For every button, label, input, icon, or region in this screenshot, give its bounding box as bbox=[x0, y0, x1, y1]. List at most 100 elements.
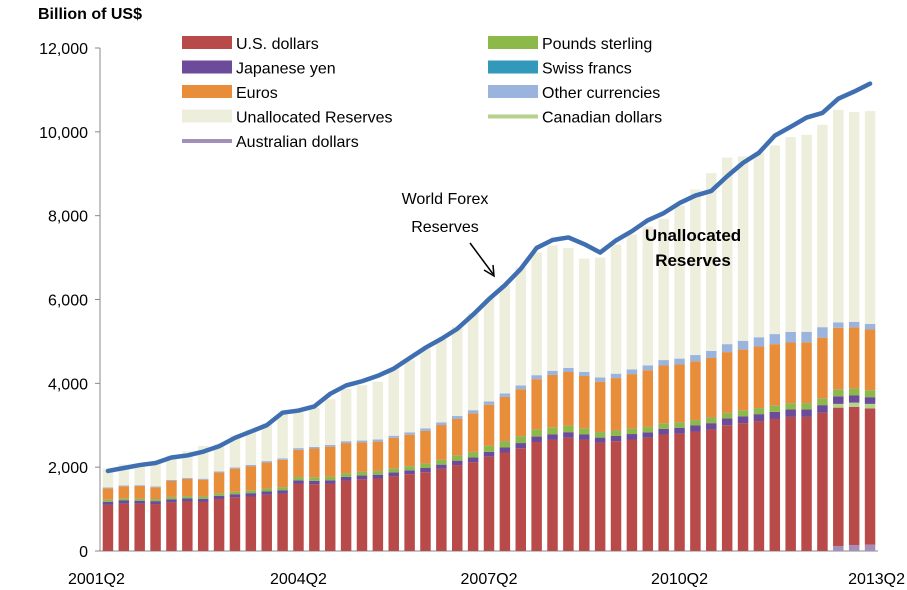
bar-segment-pounds-sterling bbox=[356, 471, 368, 476]
bar-segment-unallocated-reserves bbox=[134, 463, 145, 486]
bar-segment-other-currencies bbox=[769, 334, 781, 345]
y-tick-label: 8,000 bbox=[48, 209, 88, 226]
bar-segment-euros bbox=[721, 352, 733, 413]
bar-segment-unallocated-reserves bbox=[261, 423, 272, 462]
bar-segment-u-s-dollars bbox=[690, 431, 701, 551]
bar-segment-japanese-yen bbox=[245, 493, 257, 497]
bar-segment-japanese-yen bbox=[547, 434, 558, 440]
bar-segment-japanese-yen bbox=[356, 475, 368, 480]
legend-label-pounds-sterling: Pounds sterling bbox=[542, 36, 652, 53]
bar-segment-euros bbox=[817, 337, 828, 399]
bar-segment-pounds-sterling bbox=[833, 389, 844, 397]
bar-segment-unallocated-reserves bbox=[594, 257, 606, 378]
bar-segment-u-s-dollars bbox=[118, 503, 130, 551]
bar-segment-pounds-sterling bbox=[610, 430, 622, 436]
unit-label: Billion of US$ bbox=[38, 6, 142, 23]
bar-segment-unallocated-reserves bbox=[293, 412, 304, 449]
bar-segment-japanese-yen bbox=[452, 460, 463, 466]
bar-segment-unallocated-reserves bbox=[547, 245, 558, 371]
bar-segment-euros bbox=[642, 370, 654, 427]
bar-segment-pounds-sterling bbox=[737, 410, 749, 417]
bar-segment-other-currencies bbox=[245, 464, 257, 467]
bar-segment-other-currencies bbox=[436, 422, 447, 426]
bar-segment-pounds-sterling bbox=[563, 425, 574, 433]
bar-segment-other-currencies bbox=[356, 440, 368, 443]
bar-segment-pounds-sterling bbox=[801, 403, 812, 410]
bar-segment-pounds-sterling bbox=[642, 427, 654, 433]
bar-segment-u-s-dollars bbox=[467, 462, 479, 551]
bar-segment-pounds-sterling bbox=[182, 496, 193, 499]
bar-segment-japanese-yen bbox=[515, 443, 526, 449]
bar-segment-japanese-yen bbox=[706, 423, 717, 430]
bar-segment-pounds-sterling bbox=[197, 496, 209, 499]
chart-annotations: World Forex Reserves Unallocated Reserves bbox=[402, 191, 741, 278]
bar-segment-other-currencies bbox=[531, 375, 542, 380]
bar-segment-u-s-dollars bbox=[801, 416, 812, 551]
bar-segment-other-currencies bbox=[182, 477, 193, 479]
bar-segment-pounds-sterling bbox=[721, 413, 733, 419]
bar-segment-japanese-yen bbox=[309, 480, 320, 485]
bar-segment-japanese-yen bbox=[563, 432, 574, 438]
bar-segment-other-currencies bbox=[610, 373, 622, 379]
bar-segment-euros bbox=[610, 378, 622, 431]
bar-segment-euros bbox=[483, 404, 495, 446]
legend-label-canadian-dollars: Canadian dollars bbox=[542, 110, 662, 127]
bar-segment-japanese-yen bbox=[864, 397, 876, 404]
legend-swatch-unallocated-reserves bbox=[182, 109, 232, 123]
bar-segment-pounds-sterling bbox=[134, 498, 145, 501]
bar-segment-pounds-sterling bbox=[452, 455, 463, 461]
bar-segment-pounds-sterling bbox=[515, 436, 526, 444]
bar-segment-u-s-dollars bbox=[658, 434, 669, 551]
legend-label-japanese-yen: Japanese yen bbox=[236, 61, 336, 78]
bar-segment-euros bbox=[197, 479, 209, 497]
bar-segment-euros bbox=[658, 365, 669, 424]
bar-segment-u-s-dollars bbox=[404, 474, 415, 551]
bar-segment-other-currencies bbox=[706, 350, 717, 358]
bar-segment-euros bbox=[134, 486, 145, 499]
bar-segment-u-s-dollars bbox=[102, 504, 114, 551]
bar-segment-u-s-dollars bbox=[388, 476, 399, 551]
bar-segment-u-s-dollars bbox=[515, 448, 526, 551]
bar-segment-u-s-dollars bbox=[356, 479, 368, 551]
world-forex-reserves-line bbox=[105, 81, 873, 474]
bar-segment-u-s-dollars bbox=[579, 439, 590, 551]
bar-segment-other-currencies bbox=[213, 471, 225, 473]
bar-segment-unallocated-reserves bbox=[150, 462, 161, 487]
bar-segment-euros bbox=[245, 466, 257, 491]
bar-segment-other-currencies bbox=[515, 385, 526, 390]
bar-segment-other-currencies bbox=[817, 327, 828, 338]
annotation-unallocated-line2: Reserves bbox=[655, 251, 731, 270]
bar-segment-unallocated-reserves bbox=[452, 326, 463, 417]
annotation-unallocated-line1: Unallocated bbox=[645, 226, 741, 245]
bar-segment-other-currencies bbox=[483, 401, 495, 405]
bar-segment-unallocated-reserves bbox=[690, 189, 701, 356]
bar-segment-canadian-dollars bbox=[848, 402, 860, 407]
bar-segment-other-currencies bbox=[658, 360, 669, 366]
bar-segment-pounds-sterling bbox=[277, 487, 288, 491]
bar-segment-australian-dollars bbox=[833, 545, 844, 551]
bar-segment-other-currencies bbox=[118, 485, 130, 487]
bar-segment-euros bbox=[182, 478, 193, 497]
bar-segment-euros bbox=[833, 327, 844, 390]
bar-segment-euros bbox=[309, 448, 320, 478]
bar-segment-unallocated-reserves bbox=[467, 313, 479, 411]
bar-segment-pounds-sterling bbox=[531, 429, 542, 437]
bar-segment-unallocated-reserves bbox=[515, 267, 526, 386]
bar-segment-pounds-sterling bbox=[150, 499, 161, 502]
bar-segment-euros bbox=[420, 430, 431, 464]
bar-segment-unallocated-reserves bbox=[864, 111, 876, 325]
bar-segment-pounds-sterling bbox=[324, 477, 336, 481]
bar-segment-u-s-dollars bbox=[769, 418, 781, 551]
bar-segment-unallocated-reserves bbox=[213, 444, 225, 472]
bar-segment-japanese-yen bbox=[277, 490, 288, 494]
bar-segment-u-s-dollars bbox=[817, 412, 828, 551]
legend-label-other-currencies: Other currencies bbox=[542, 85, 660, 102]
bar-segment-other-currencies bbox=[420, 428, 431, 431]
bar-segment-pounds-sterling bbox=[261, 488, 272, 492]
bar-segment-other-currencies bbox=[848, 321, 860, 328]
bar-segment-pounds-sterling bbox=[309, 477, 320, 481]
bar-segment-euros bbox=[213, 472, 225, 494]
bar-segment-unallocated-reserves bbox=[245, 429, 257, 465]
bar-segment-japanese-yen bbox=[817, 405, 828, 413]
